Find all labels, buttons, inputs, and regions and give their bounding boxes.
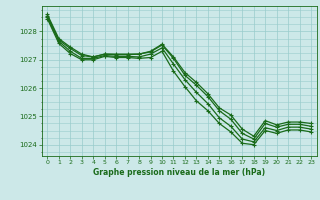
X-axis label: Graphe pression niveau de la mer (hPa): Graphe pression niveau de la mer (hPa) [93, 168, 265, 177]
